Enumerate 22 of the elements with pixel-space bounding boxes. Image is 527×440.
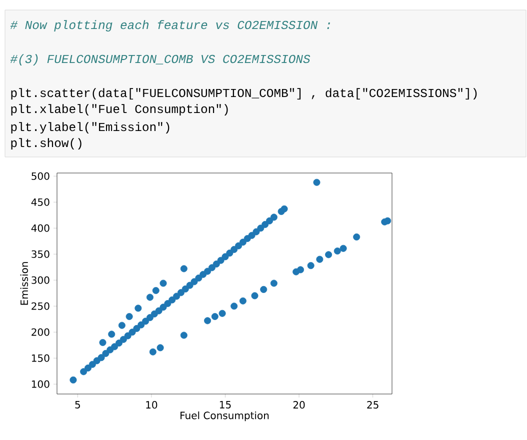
- y-tick-label: 200: [32, 328, 50, 336]
- x-tick-label: 25: [367, 401, 378, 409]
- y-tick-label: 100: [32, 380, 50, 388]
- text: #(3) FUELCONSUMPTION_COMB VS CO2EMISSIONS: [10, 54, 310, 66]
- x-axis-title: Fuel Consumption: [180, 411, 269, 422]
- text: plt.show(): [11, 138, 82, 150]
- y-tick-label: 500: [32, 172, 50, 180]
- y-tick-label: 400: [31, 224, 50, 232]
- y-tick-label: 450: [31, 198, 50, 206]
- y-tick-label: 250: [32, 302, 50, 310]
- y-tick-label: 300: [32, 276, 50, 284]
- x-tick-label: 15: [220, 401, 231, 408]
- text: plt.ylabel("Emission"): [11, 122, 170, 134]
- text: # Now plotting each feature vs CO2EMISSION :: [10, 20, 330, 32]
- y-axis-title: Emission: [20, 262, 28, 305]
- text: plt.xlabel("Fuel Consumption"): [11, 104, 228, 116]
- text: plt.scatter(data["FUELCONSUMPTION_COMB"] , data["CO2EMISSIONS"]): [11, 88, 477, 100]
- x-tick-label: 20: [293, 401, 305, 409]
- x-tick-label: 5: [75, 401, 80, 408]
- x-tick-label: 10: [146, 401, 158, 409]
- y-tick-label: 150: [32, 354, 50, 362]
- y-tick-label: 350: [32, 250, 50, 258]
